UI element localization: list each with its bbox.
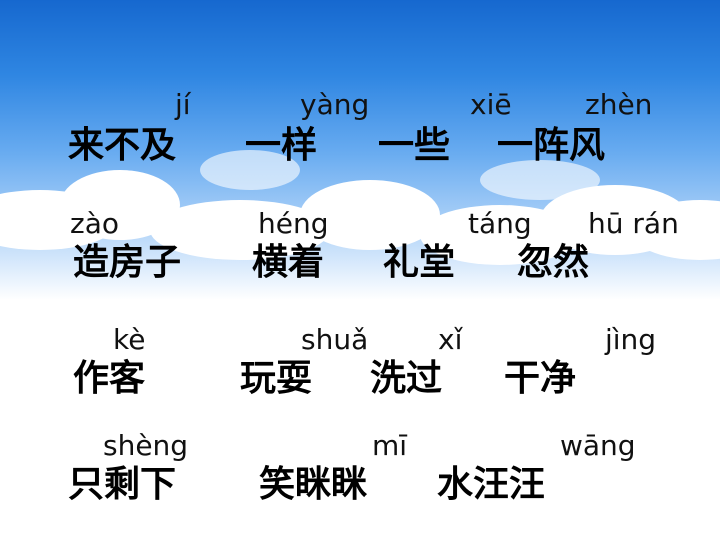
vocab-word: 作客 bbox=[73, 358, 146, 399]
cloud bbox=[480, 160, 600, 200]
vocab-word: 礼堂 bbox=[383, 242, 456, 283]
pinyin: yàng bbox=[300, 88, 370, 121]
pinyin: zhèn bbox=[585, 88, 653, 121]
vocab-word: 玩耍 bbox=[240, 358, 313, 399]
vocab-word: 横着 bbox=[252, 242, 325, 283]
vocab-word: 干净 bbox=[504, 358, 577, 399]
pinyin: héng bbox=[258, 207, 329, 240]
pinyin: shèng bbox=[103, 429, 189, 462]
pinyin: wāng bbox=[560, 429, 636, 462]
vocab-word: 水汪汪 bbox=[437, 464, 546, 505]
vocab-word: 来不及 bbox=[68, 125, 177, 166]
pinyin: zào bbox=[70, 207, 119, 240]
pinyin: hū rán bbox=[588, 207, 679, 240]
vocab-word: 一些 bbox=[378, 125, 451, 166]
cloud bbox=[200, 150, 300, 190]
cloud bbox=[300, 180, 440, 250]
pinyin: xǐ bbox=[438, 323, 463, 356]
pinyin: kè bbox=[113, 323, 146, 356]
vocab-word: 造房子 bbox=[73, 242, 182, 283]
vocab-word: 笑眯眯 bbox=[259, 464, 368, 505]
vocab-word: 忽然 bbox=[517, 242, 590, 283]
vocab-word: 一阵风 bbox=[497, 125, 606, 166]
vocab-word: 洗过 bbox=[370, 358, 443, 399]
vocab-word: 只剩下 bbox=[68, 464, 177, 505]
vocab-word: 一样 bbox=[245, 125, 318, 166]
pinyin: shuǎ bbox=[301, 323, 369, 356]
pinyin: táng bbox=[468, 207, 532, 240]
pinyin: jí bbox=[175, 88, 191, 121]
pinyin: mī bbox=[372, 429, 408, 462]
pinyin: xiē bbox=[470, 88, 512, 121]
pinyin: jìng bbox=[605, 323, 657, 356]
